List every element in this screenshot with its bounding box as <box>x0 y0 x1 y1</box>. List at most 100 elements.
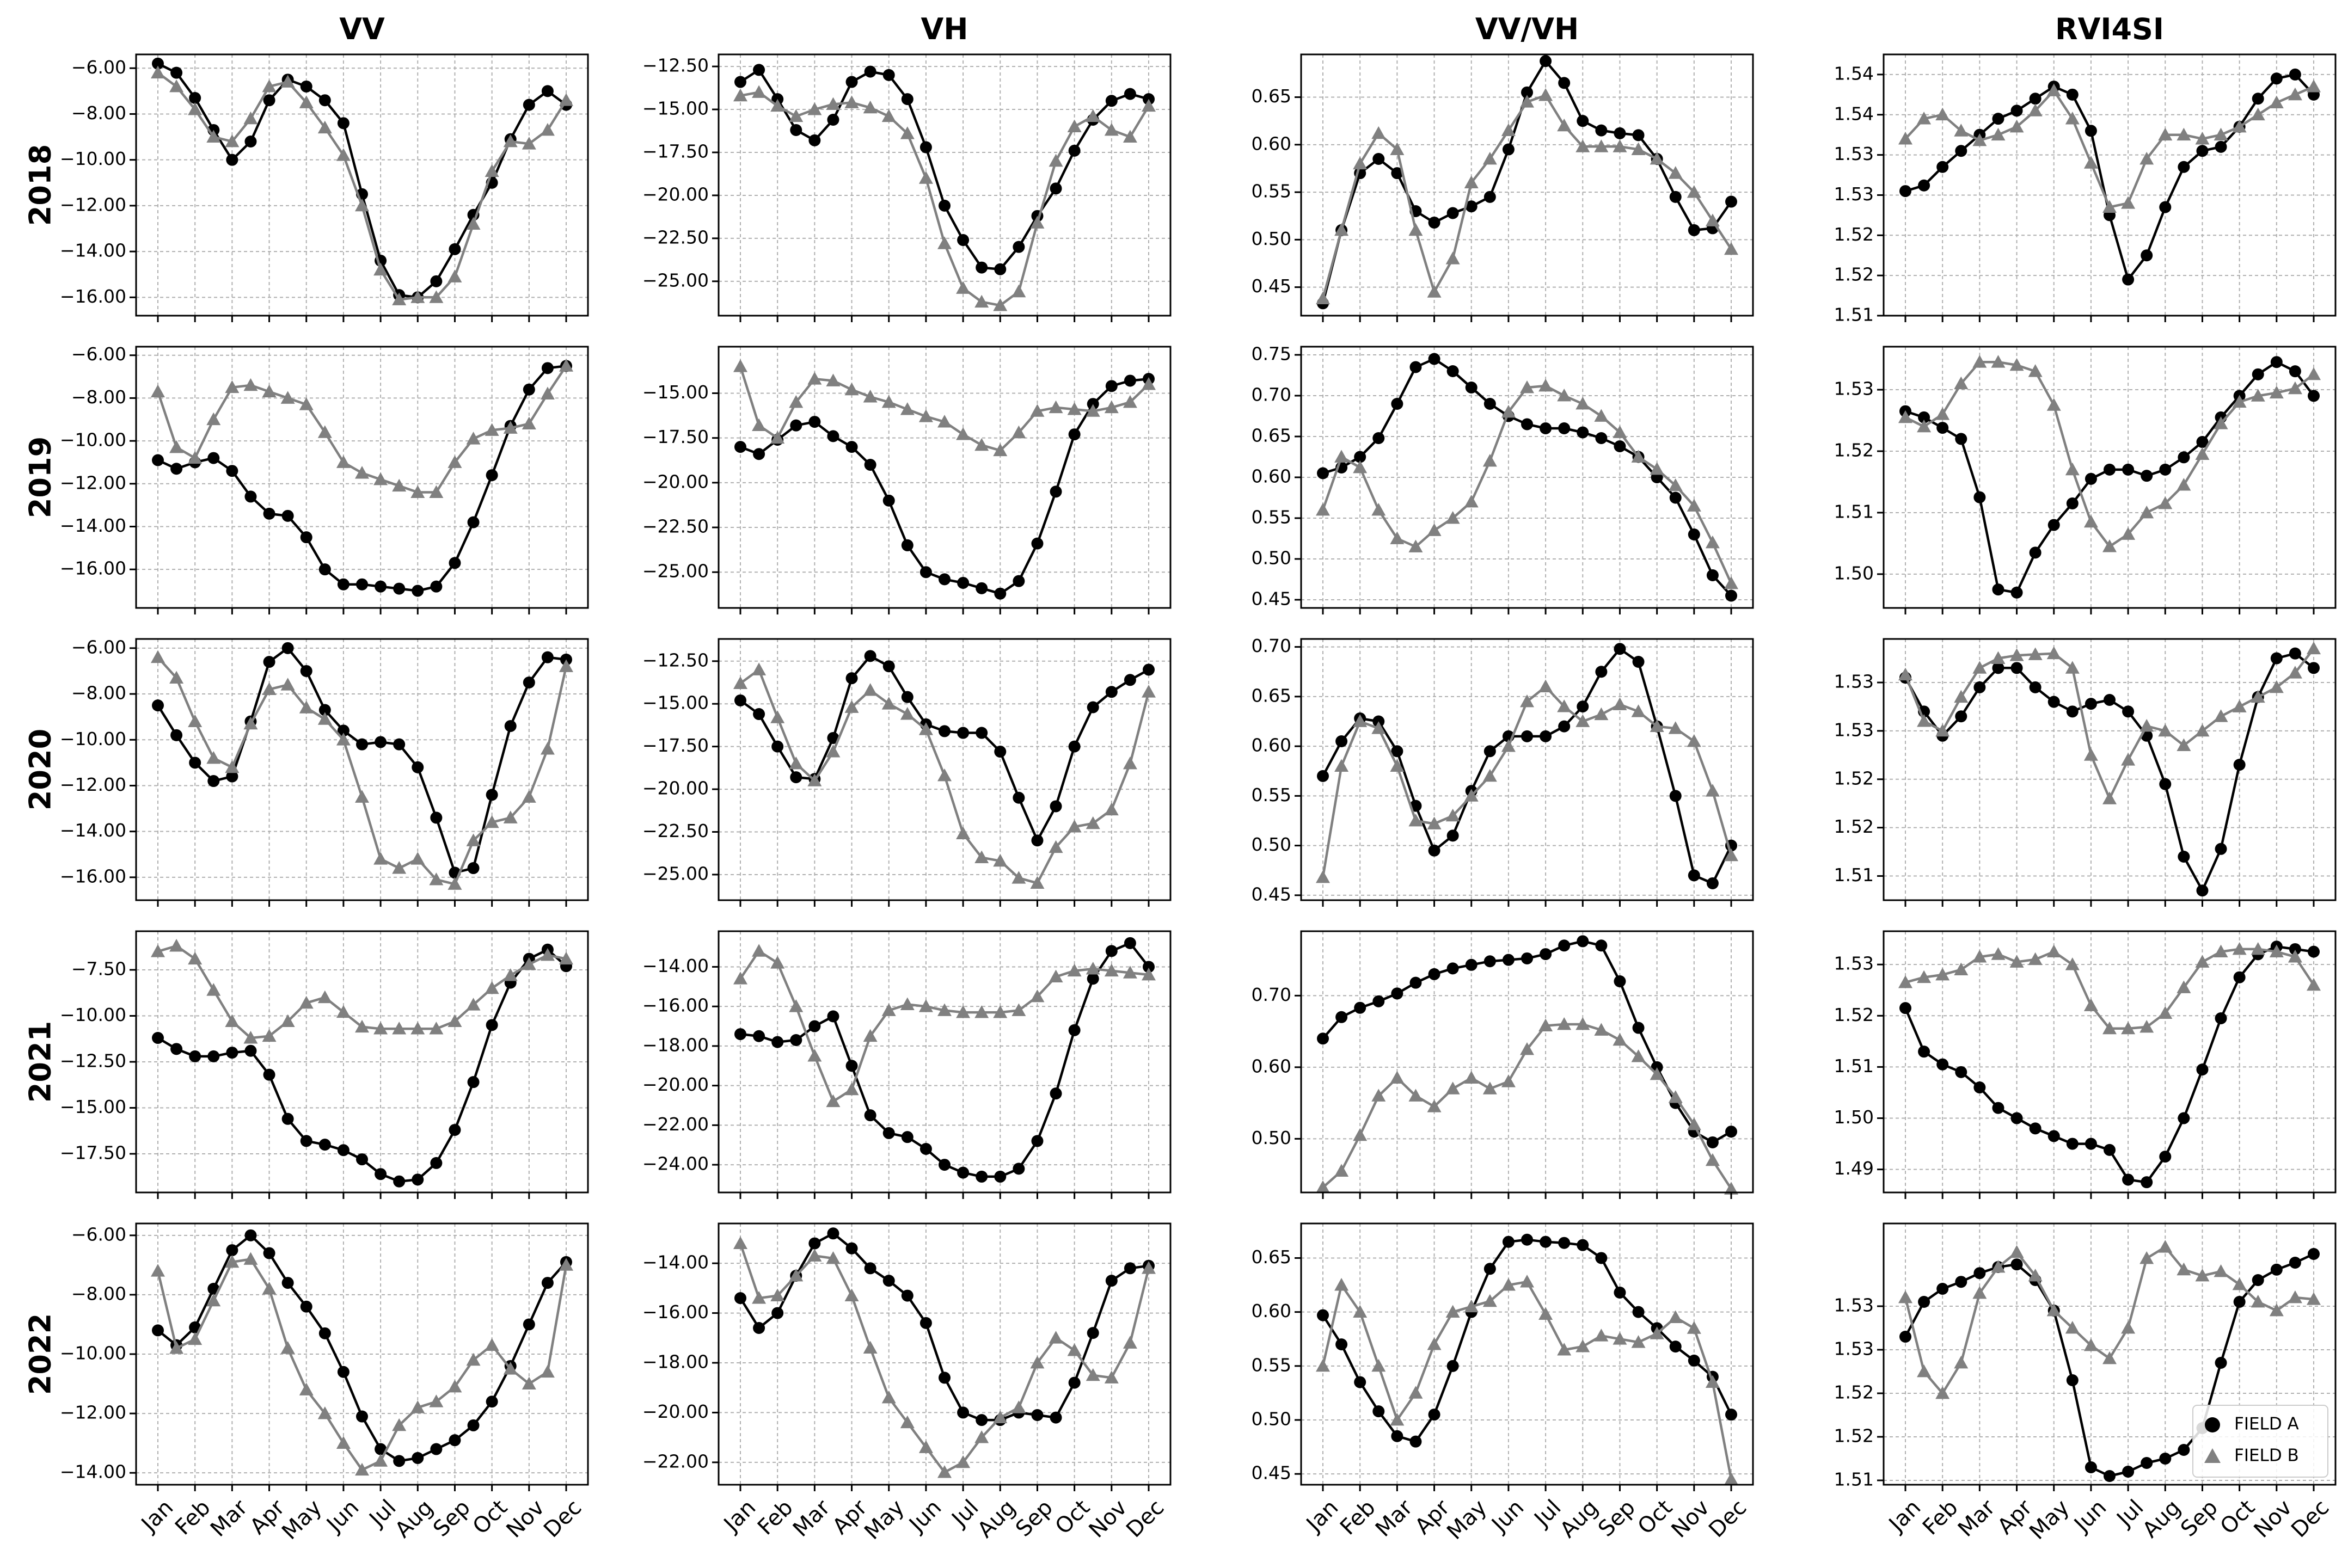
y-tick-label: −24.00 <box>642 1153 709 1175</box>
y-tick-label: 1.53 <box>1834 378 1874 399</box>
data-point-field-a <box>300 1300 312 1313</box>
data-point-field-b <box>225 1255 240 1268</box>
data-point-field-b <box>188 451 203 464</box>
data-point-field-a <box>753 448 765 460</box>
data-point-field-b <box>2046 944 2061 958</box>
data-point-field-b <box>1104 1370 1119 1383</box>
data-point-field-a <box>2289 943 2301 955</box>
data-point-field-b <box>1557 1343 1572 1356</box>
data-point-field-b <box>1650 719 1664 733</box>
data-point-field-a <box>2029 681 2042 693</box>
data-point-field-b <box>503 134 518 147</box>
data-point-field-b <box>2009 648 2024 661</box>
data-point-field-b <box>1011 1400 1026 1413</box>
y-tick-label: −14.00 <box>60 515 126 536</box>
data-point-field-a <box>2308 1248 2320 1260</box>
data-point-field-a <box>393 1455 406 1467</box>
data-point-field-a <box>1013 575 1025 587</box>
data-point-field-a <box>808 134 821 146</box>
data-point-field-a <box>1614 440 1626 452</box>
y-tick-label: −18.00 <box>642 1034 709 1055</box>
data-point-field-b <box>937 236 952 249</box>
y-tick-label: 1.52 <box>1834 224 1874 245</box>
data-point-field-b <box>262 79 277 93</box>
data-point-field-b <box>2158 127 2173 141</box>
data-point-field-a <box>2178 851 2190 863</box>
data-point-field-b <box>1687 1321 1701 1334</box>
data-point-field-b <box>280 1341 295 1354</box>
data-point-field-b <box>1972 355 1987 368</box>
y-tick-label: −10.00 <box>60 148 126 169</box>
data-point-field-a <box>1595 432 1608 444</box>
data-point-field-a <box>1446 207 1459 219</box>
data-point-field-a <box>957 1406 970 1419</box>
data-point-field-a <box>393 1175 406 1188</box>
data-point-field-b <box>1316 1358 1330 1372</box>
data-point-field-a <box>1973 681 1986 693</box>
data-point-field-b <box>1371 721 1386 734</box>
data-point-field-b <box>1935 1386 1950 1399</box>
y-tick-label: 1.52 <box>1834 440 1874 461</box>
data-point-field-a <box>1558 1237 1571 1249</box>
data-point-field-a <box>170 66 183 79</box>
data-point-field-b <box>1049 1331 1063 1344</box>
data-point-field-b <box>355 466 369 479</box>
data-point-field-b <box>881 1391 896 1404</box>
data-point-field-b <box>2232 699 2247 712</box>
y-tick-label: 0.60 <box>1252 1300 1291 1321</box>
data-point-field-a <box>1899 1002 1911 1014</box>
data-point-field-a <box>1540 422 1552 434</box>
data-point-field-a <box>1050 182 1062 195</box>
data-point-field-b <box>770 99 785 112</box>
data-point-field-b <box>1316 1180 1330 1194</box>
data-point-field-a <box>2010 104 2023 117</box>
data-point-field-b <box>1316 291 1330 304</box>
y-tick-label: −8.00 <box>71 682 126 704</box>
data-point-field-b <box>1142 968 1156 981</box>
data-point-field-a <box>1669 190 1682 203</box>
panel-2018-vv-series-field-b <box>151 65 573 305</box>
data-point-field-a <box>189 757 201 769</box>
data-point-field-b <box>169 1341 184 1354</box>
data-point-field-b <box>1390 142 1405 155</box>
data-point-field-a <box>901 93 914 106</box>
data-point-field-a <box>2215 1012 2227 1024</box>
panel-2019-rvi4si-series-field-b <box>1898 355 2321 552</box>
data-point-field-b <box>447 1014 462 1028</box>
data-point-field-b <box>2195 132 2210 145</box>
y-tick-label: 0.65 <box>1252 685 1291 706</box>
panel-2018-vv-vh-frame <box>1300 53 1754 317</box>
data-point-field-a <box>2252 1274 2264 1286</box>
panel-2021-rvi4si-series-field-b <box>1898 942 2321 1035</box>
data-point-field-b <box>429 290 444 303</box>
data-point-field-a <box>1446 1360 1459 1372</box>
panel-2020-rvi4si-frame <box>1883 638 2337 901</box>
data-point-field-a <box>281 1277 294 1289</box>
column-titles: VV VH VV/VH RVI4SI <box>339 12 2164 46</box>
data-point-field-a <box>864 650 876 662</box>
panel-2018-vv-frame <box>135 53 589 317</box>
data-point-field-b <box>1334 759 1349 772</box>
y-tick-label: 1.52 <box>1834 1425 1874 1447</box>
data-point-field-b <box>410 1400 425 1413</box>
legend-label-field-b: FIELD B <box>2234 1446 2299 1466</box>
data-point-field-a <box>2141 470 2153 482</box>
data-point-field-a <box>1521 952 1533 964</box>
data-point-field-b <box>1972 1286 1987 1299</box>
data-point-field-a <box>523 1318 535 1331</box>
data-point-field-b <box>1371 1358 1386 1372</box>
panel-2018-vv-vh: 0.45 0.50 0.55 0.60 0.65 <box>1252 53 1754 322</box>
data-point-field-a <box>1706 569 1719 581</box>
data-point-field-b <box>485 815 499 828</box>
data-point-field-a <box>300 531 312 544</box>
data-point-field-b <box>2065 1321 2080 1334</box>
data-point-field-b <box>1705 1153 1720 1166</box>
data-point-field-a <box>976 1170 988 1183</box>
data-point-field-a <box>1558 939 1571 952</box>
data-point-field-a <box>1428 1409 1440 1421</box>
data-point-field-b <box>2102 539 2117 552</box>
data-point-field-a <box>2010 586 2023 599</box>
data-point-field-b <box>1972 950 1987 963</box>
data-point-field-b <box>1594 139 1609 152</box>
data-point-field-a <box>1483 398 1496 410</box>
